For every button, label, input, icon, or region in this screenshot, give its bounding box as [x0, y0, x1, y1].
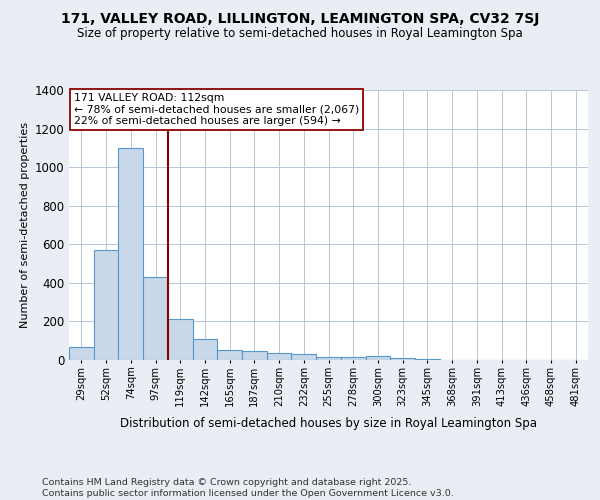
Bar [365, 356, 390, 360]
Bar [390, 358, 415, 360]
Text: Contains HM Land Registry data © Crown copyright and database right 2025.
Contai: Contains HM Land Registry data © Crown c… [42, 478, 454, 498]
Bar [118, 148, 143, 360]
Text: Size of property relative to semi-detached houses in Royal Leamington Spa: Size of property relative to semi-detach… [77, 28, 523, 40]
Text: 171, VALLEY ROAD, LILLINGTON, LEAMINGTON SPA, CV32 7SJ: 171, VALLEY ROAD, LILLINGTON, LEAMINGTON… [61, 12, 539, 26]
Bar [143, 277, 168, 360]
Bar [292, 354, 316, 360]
Bar [94, 250, 118, 360]
Bar [69, 347, 94, 360]
Bar [217, 350, 242, 360]
Bar [242, 351, 267, 360]
X-axis label: Distribution of semi-detached houses by size in Royal Leamington Spa: Distribution of semi-detached houses by … [120, 417, 537, 430]
Bar [267, 352, 292, 360]
Bar [415, 359, 440, 360]
Bar [168, 318, 193, 360]
Bar [341, 358, 365, 360]
Bar [193, 339, 217, 360]
Y-axis label: Number of semi-detached properties: Number of semi-detached properties [20, 122, 30, 328]
Text: 171 VALLEY ROAD: 112sqm
← 78% of semi-detached houses are smaller (2,067)
22% of: 171 VALLEY ROAD: 112sqm ← 78% of semi-de… [74, 92, 359, 126]
Bar [316, 356, 341, 360]
